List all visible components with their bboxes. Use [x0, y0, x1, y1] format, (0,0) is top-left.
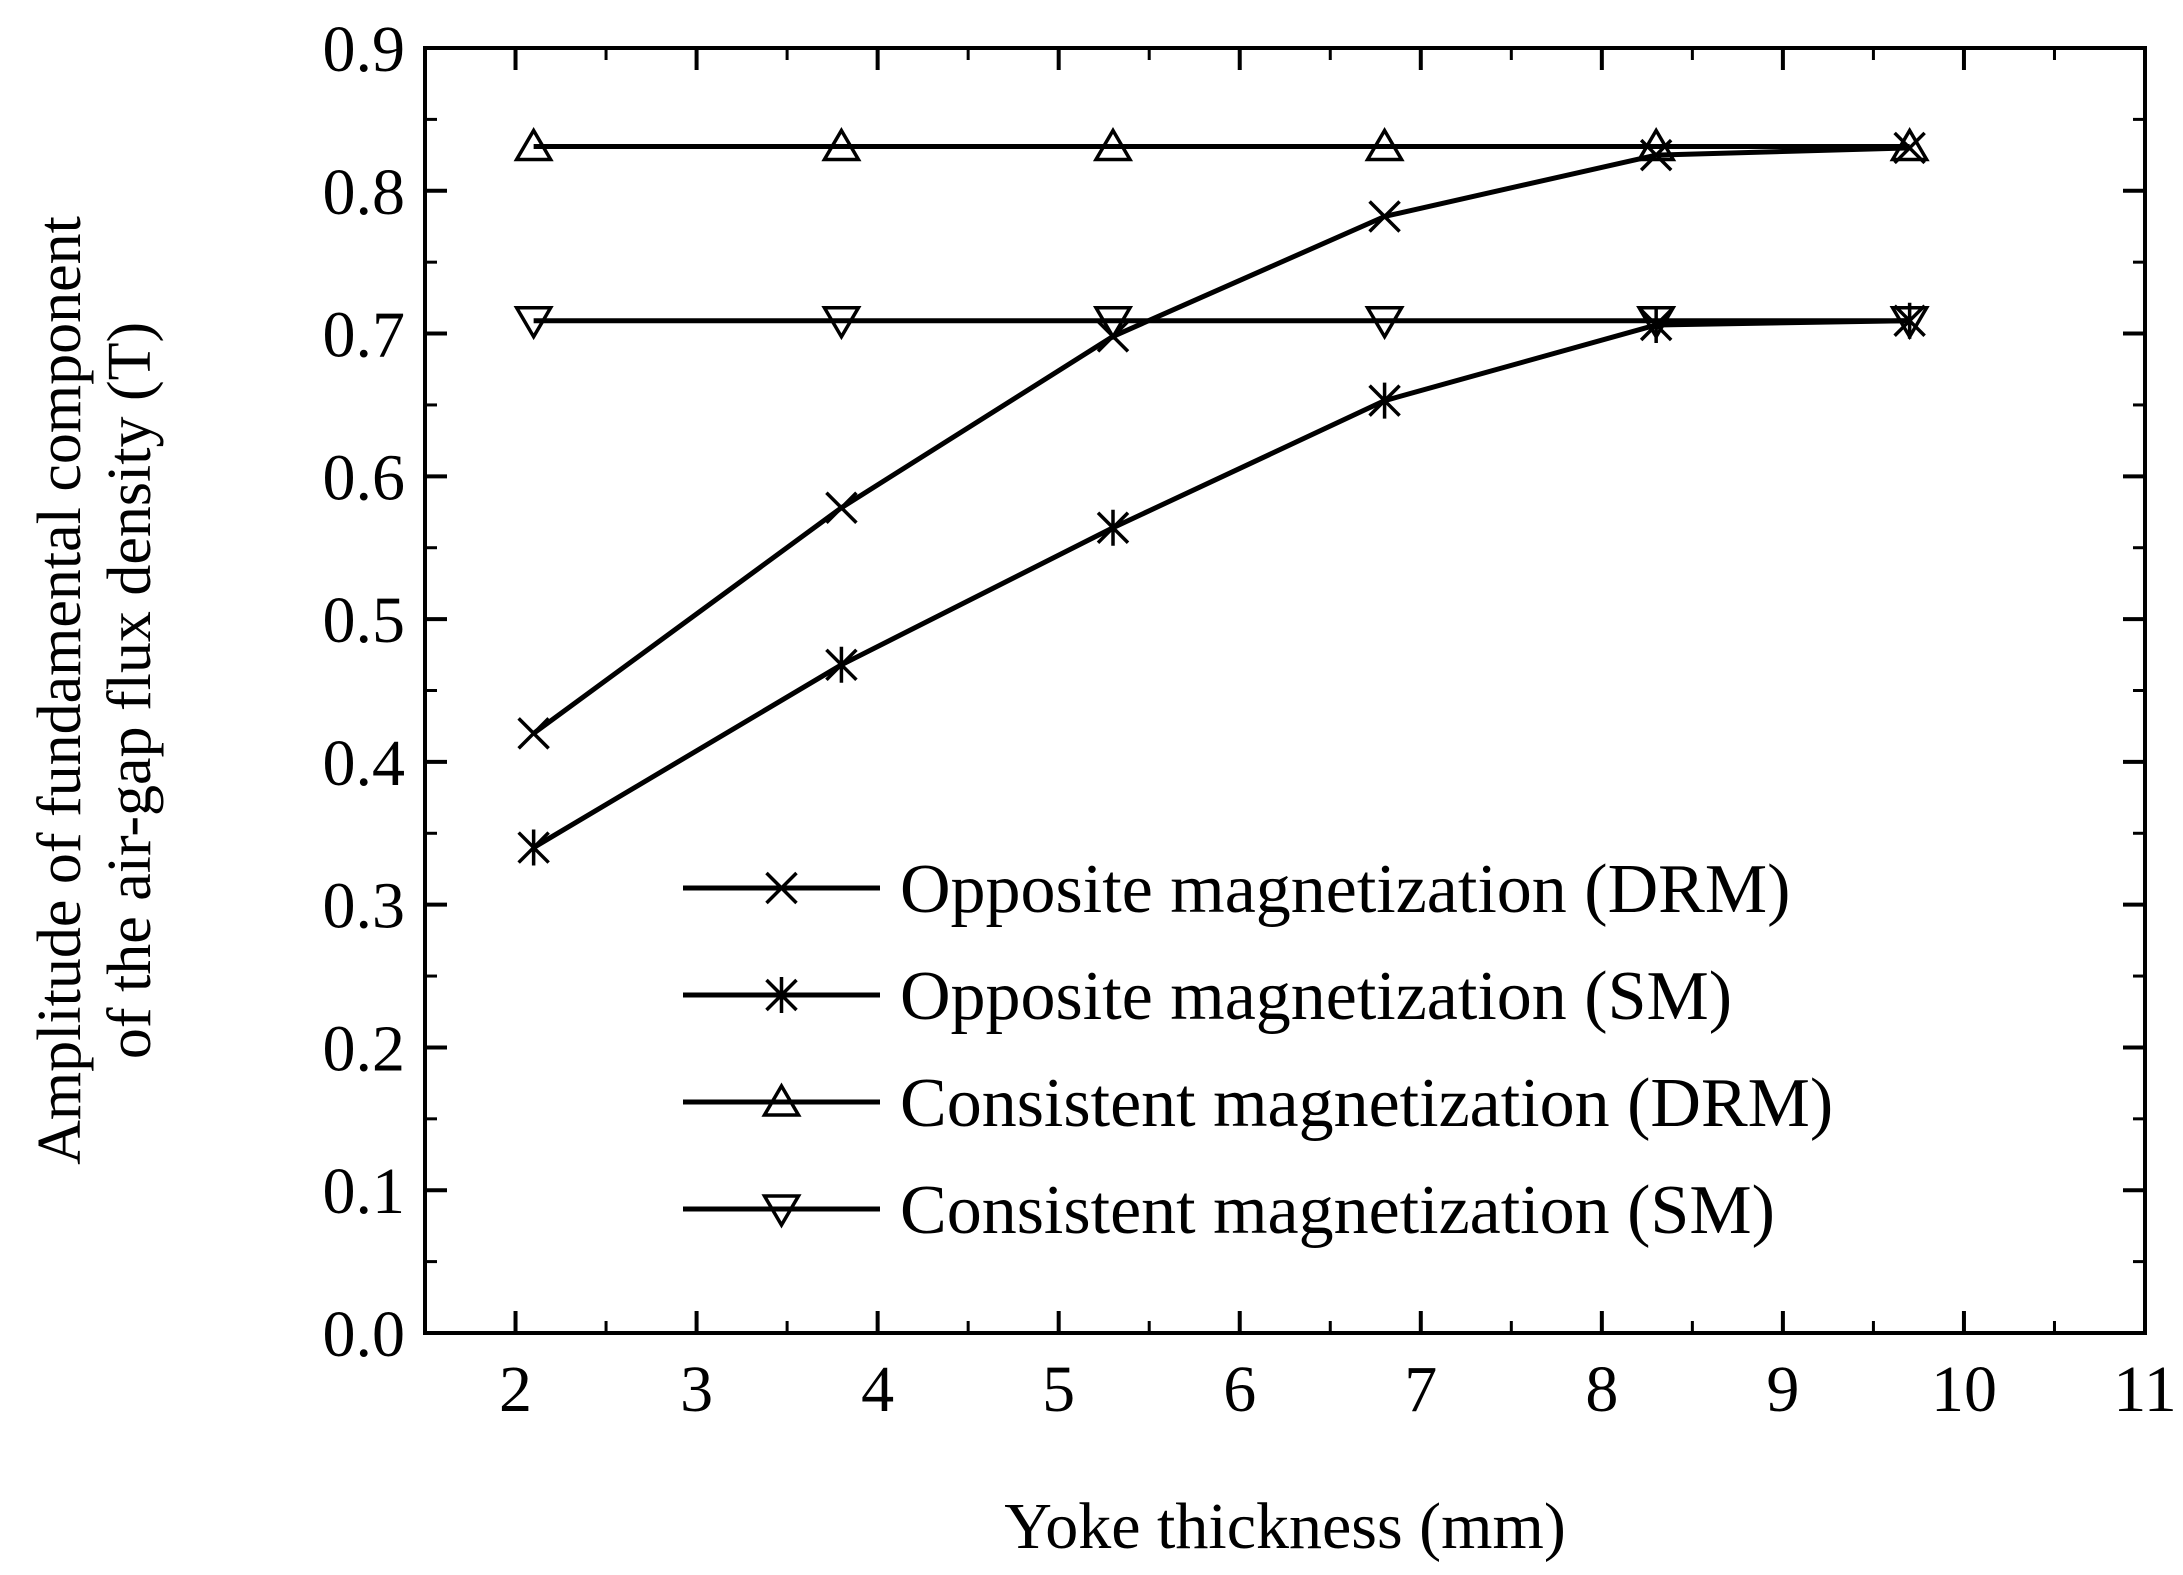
series-4	[513, 305, 1930, 341]
y-axis-label-line1: Amplitude of fundamental component	[26, 216, 94, 1165]
series-line	[532, 318, 1910, 850]
data-point-marker	[1889, 305, 1930, 341]
legend-label: Opposite magnetization (SM)	[900, 958, 1732, 1035]
data-point-marker	[1092, 127, 1134, 162]
y-tick-label: 0.0	[323, 1298, 406, 1371]
legend-marker	[761, 1194, 802, 1229]
legend-marker	[765, 871, 798, 905]
series-1	[517, 131, 1926, 750]
data-point-marker	[1364, 305, 1405, 341]
legend: Opposite magnetization (DRM) Opposite mag…	[683, 851, 1833, 1249]
legend-item: Opposite magnetization (DRM)	[683, 851, 1790, 928]
x-axis-label: Yoke thickness (mm)	[1004, 1490, 1566, 1563]
legend-item: Opposite magnetization (SM)	[683, 958, 1732, 1035]
data-point-marker	[825, 646, 858, 683]
series-group	[513, 127, 1930, 866]
data-point-marker	[821, 127, 862, 162]
x-tick-label: 10	[1931, 1353, 1997, 1426]
data-point-marker	[517, 829, 550, 866]
series-line	[532, 145, 1910, 736]
legend-item: Consistent magnetization (DRM)	[683, 1065, 1833, 1142]
y-tick-label: 0.5	[323, 584, 406, 657]
legend-item: Consistent magnetization (SM)	[683, 1172, 1775, 1249]
x-tick-label: 6	[1223, 1353, 1256, 1426]
x-tick-label: 3	[680, 1353, 713, 1426]
series-2	[517, 302, 1926, 866]
y-tick-label: 0.6	[323, 441, 406, 514]
data-point-marker	[517, 717, 550, 750]
data-point-marker	[1368, 200, 1401, 233]
legend-marker	[761, 1082, 802, 1117]
x-tick-label: 8	[1585, 1353, 1618, 1426]
axes: 2 3 4 5 6 7 8 9 10 11 0.0 0.1 0.2 0.3 0.4 0.5 0.6 0.7 0.8 0…	[323, 13, 2177, 1426]
y-tick-label: 0.2	[323, 1012, 406, 1085]
data-point-marker	[513, 305, 554, 341]
y-tick-label: 0.4	[323, 727, 406, 800]
x-tick-label: 9	[1766, 1353, 1799, 1426]
x-tick-label: 2	[499, 1353, 532, 1426]
y-axis-label-line2: of the air-gap flux density (T)	[96, 322, 164, 1059]
y-tick-label: 0.8	[323, 156, 406, 229]
legend-label: Consistent magnetization (SM)	[900, 1172, 1775, 1249]
data-point-marker	[1889, 127, 1930, 162]
legend-marker	[765, 977, 798, 1013]
data-point-marker	[1368, 382, 1401, 419]
data-point-marker	[1092, 305, 1134, 341]
data-point-marker	[1636, 305, 1677, 341]
x-tick-label: 7	[1404, 1353, 1437, 1426]
data-point-marker	[1364, 127, 1405, 162]
data-point-marker	[1096, 509, 1130, 546]
legend-label: Consistent magnetization (DRM)	[900, 1065, 1833, 1142]
data-point-marker	[1636, 127, 1677, 162]
data-point-marker	[821, 305, 862, 341]
y-tick-label: 0.9	[323, 13, 406, 86]
legend-label: Opposite magnetization (DRM)	[900, 851, 1790, 928]
y-tick-label: 0.1	[323, 1155, 406, 1228]
series-3	[513, 127, 1930, 162]
data-point-marker	[513, 127, 554, 162]
y-tick-label: 0.7	[323, 299, 406, 372]
x-tick-label: 4	[861, 1353, 894, 1426]
y-tick-label: 0.3	[323, 870, 406, 943]
x-tick-label: 5	[1042, 1353, 1075, 1426]
data-point-marker	[825, 491, 858, 524]
x-tick-label: 11	[2113, 1353, 2177, 1426]
